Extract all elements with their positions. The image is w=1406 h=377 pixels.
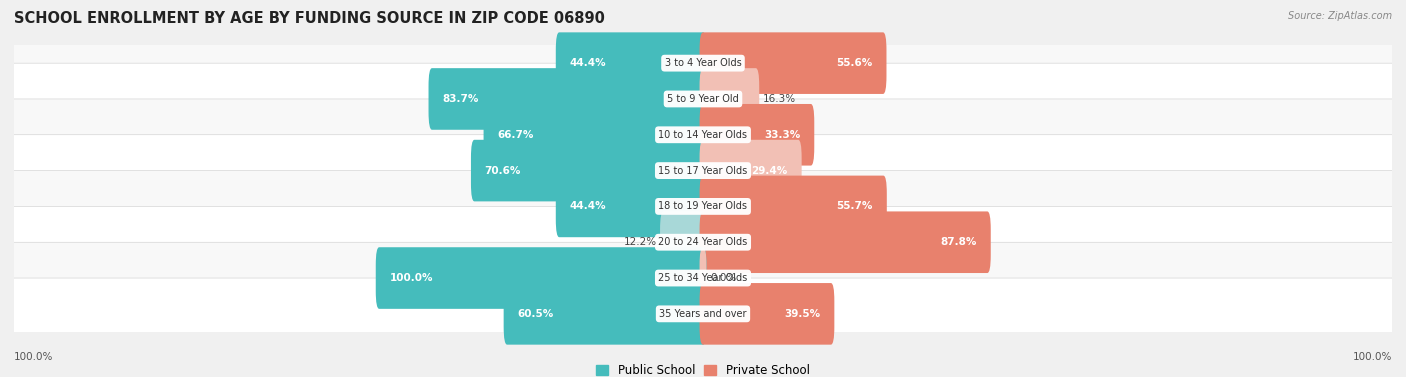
FancyBboxPatch shape <box>700 140 801 201</box>
FancyBboxPatch shape <box>484 104 706 166</box>
FancyBboxPatch shape <box>555 32 706 94</box>
Text: 5 to 9 Year Old: 5 to 9 Year Old <box>666 94 740 104</box>
Text: 18 to 19 Year Olds: 18 to 19 Year Olds <box>658 201 748 211</box>
FancyBboxPatch shape <box>503 283 706 345</box>
FancyBboxPatch shape <box>700 68 759 130</box>
Text: Source: ZipAtlas.com: Source: ZipAtlas.com <box>1288 11 1392 21</box>
FancyBboxPatch shape <box>11 278 1395 350</box>
FancyBboxPatch shape <box>11 207 1395 278</box>
FancyBboxPatch shape <box>11 63 1395 135</box>
Text: 15 to 17 Year Olds: 15 to 17 Year Olds <box>658 166 748 176</box>
Text: 70.6%: 70.6% <box>485 166 522 176</box>
FancyBboxPatch shape <box>700 104 814 166</box>
Text: 20 to 24 Year Olds: 20 to 24 Year Olds <box>658 237 748 247</box>
Text: 100.0%: 100.0% <box>389 273 433 283</box>
Text: 44.4%: 44.4% <box>569 58 606 68</box>
Text: 100.0%: 100.0% <box>14 352 53 362</box>
Text: 83.7%: 83.7% <box>443 94 478 104</box>
FancyBboxPatch shape <box>11 242 1395 314</box>
Text: 3 to 4 Year Olds: 3 to 4 Year Olds <box>665 58 741 68</box>
FancyBboxPatch shape <box>471 140 706 201</box>
Text: 16.3%: 16.3% <box>762 94 796 104</box>
FancyBboxPatch shape <box>11 135 1395 207</box>
FancyBboxPatch shape <box>11 28 1395 99</box>
FancyBboxPatch shape <box>429 68 706 130</box>
Text: 100.0%: 100.0% <box>1353 352 1392 362</box>
Text: SCHOOL ENROLLMENT BY AGE BY FUNDING SOURCE IN ZIP CODE 06890: SCHOOL ENROLLMENT BY AGE BY FUNDING SOUR… <box>14 11 605 26</box>
Text: 44.4%: 44.4% <box>569 201 606 211</box>
FancyBboxPatch shape <box>700 176 887 237</box>
Text: 12.2%: 12.2% <box>623 237 657 247</box>
Text: 33.3%: 33.3% <box>765 130 800 140</box>
FancyBboxPatch shape <box>375 247 706 309</box>
FancyBboxPatch shape <box>700 32 886 94</box>
Text: 60.5%: 60.5% <box>517 309 554 319</box>
Text: 25 to 34 Year Olds: 25 to 34 Year Olds <box>658 273 748 283</box>
Text: 55.7%: 55.7% <box>837 201 873 211</box>
FancyBboxPatch shape <box>700 211 991 273</box>
FancyBboxPatch shape <box>11 99 1395 171</box>
FancyBboxPatch shape <box>11 171 1395 242</box>
FancyBboxPatch shape <box>555 176 706 237</box>
Text: 55.6%: 55.6% <box>837 58 873 68</box>
Text: 0.0%: 0.0% <box>710 273 737 283</box>
Text: 39.5%: 39.5% <box>785 309 821 319</box>
Text: 10 to 14 Year Olds: 10 to 14 Year Olds <box>658 130 748 140</box>
Text: 66.7%: 66.7% <box>498 130 534 140</box>
FancyBboxPatch shape <box>700 283 834 345</box>
Text: 35 Years and over: 35 Years and over <box>659 309 747 319</box>
Text: 87.8%: 87.8% <box>941 237 977 247</box>
Legend: Public School, Private School: Public School, Private School <box>596 365 810 377</box>
FancyBboxPatch shape <box>659 211 706 273</box>
Text: 29.4%: 29.4% <box>752 166 787 176</box>
FancyBboxPatch shape <box>700 247 706 309</box>
